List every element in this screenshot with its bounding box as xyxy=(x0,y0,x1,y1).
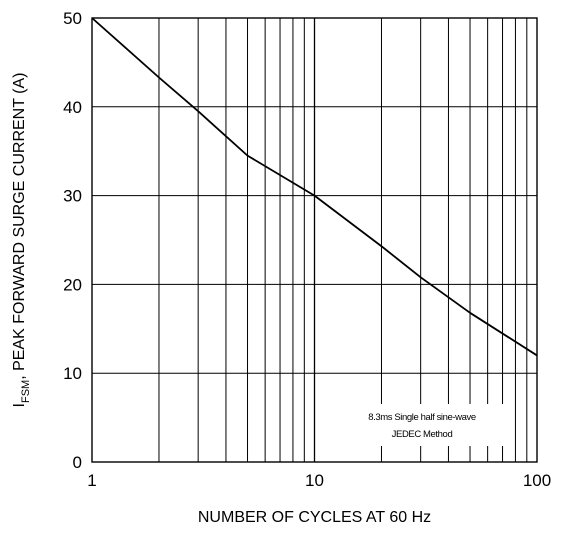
annotation-line-1: 8.3ms Single half sine-wave xyxy=(368,412,476,423)
series-layer xyxy=(91,17,538,357)
y-tick-label: 10 xyxy=(63,364,82,383)
y-tick-label: 30 xyxy=(63,187,82,206)
y-axis-title: IFSM, PEAK FORWARD SURGE CURRENT (A) xyxy=(11,73,32,408)
annotation-background xyxy=(334,404,510,446)
plot-frame xyxy=(91,17,538,463)
y-axis-title-suffix: , PEAK FORWARD SURGE CURRENT (A) xyxy=(11,73,28,380)
annotation-box: 8.3ms Single half sine-wave JEDEC Method xyxy=(334,404,510,446)
y-tick-labels: 0 10 20 30 40 50 xyxy=(63,9,82,472)
series-line-0 xyxy=(91,17,538,357)
y-axis-title-prefix: I xyxy=(11,403,28,407)
y-tick-label: 40 xyxy=(63,98,82,117)
y-axis-title-subscript: FSM xyxy=(20,380,32,403)
x-tick-labels: 1 10 100 xyxy=(87,471,551,490)
y-tick-label: 50 xyxy=(63,9,82,28)
y-tick-label: 20 xyxy=(63,275,82,294)
x-axis-title: NUMBER OF CYCLES AT 60 Hz xyxy=(198,509,431,526)
annotation-line-2: JEDEC Method xyxy=(392,429,453,440)
x-tick-label: 1 xyxy=(87,471,96,490)
x-tick-label: 10 xyxy=(305,471,324,490)
grid-lines xyxy=(92,18,537,462)
y-tick-label: 0 xyxy=(73,453,82,472)
x-tick-label: 100 xyxy=(523,471,551,490)
